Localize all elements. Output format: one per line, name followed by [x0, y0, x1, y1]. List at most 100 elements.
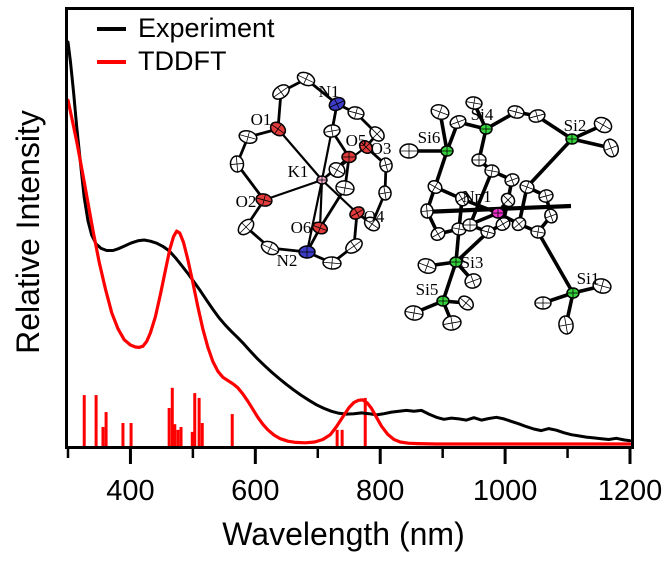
bond [525, 137, 574, 189]
carbon-atom [427, 179, 443, 195]
plot-frame [65, 7, 634, 449]
carbon-atom [404, 305, 424, 321]
legend: Experiment TDDFT [97, 12, 275, 78]
experiment-line-swatch [97, 26, 126, 31]
metal-bond [277, 128, 323, 181]
carbon-atom [379, 157, 393, 173]
atom-Si2 [565, 133, 579, 145]
atom-label: K1 [288, 162, 309, 181]
atom-label: N2 [277, 251, 298, 270]
metal-bond [305, 179, 324, 253]
metal-bond [318, 179, 324, 229]
atom-label: O2 [236, 192, 257, 211]
atom-K1 [316, 175, 328, 185]
legend-label-tddft: TDDFT [138, 46, 227, 76]
x-tick-label: 800 [356, 475, 404, 507]
carbon-atom [347, 106, 365, 120]
atom-Si3 [449, 256, 463, 268]
carbon-atom [378, 185, 392, 201]
carbon-atom [323, 124, 341, 138]
carbon-atom [345, 238, 363, 254]
atom-O2 [255, 193, 273, 207]
experiment-curve [66, 40, 632, 443]
tddft-line-swatch [97, 59, 126, 64]
carbon-atom [238, 130, 258, 144]
carbon-atom [420, 203, 434, 219]
bond [454, 230, 490, 264]
carbon-atom [442, 315, 462, 331]
metal-bond [321, 146, 367, 181]
carbon-atom [260, 240, 280, 256]
atom-label: N1 [319, 82, 340, 101]
atom-Si6 [440, 145, 454, 157]
carbon-atom [229, 155, 245, 173]
inset-left-ortep: N1 O1 O5 O3 K1 O2 O4 O6 N2 [229, 71, 393, 270]
atom-Si5 [436, 295, 450, 307]
carbon-atom [363, 216, 381, 232]
atom-N1 [328, 96, 346, 112]
metal-bond [321, 179, 358, 214]
atom-Np1 [491, 207, 505, 219]
bond [468, 170, 494, 226]
carbon-atom [449, 114, 467, 130]
carbon-atom [454, 191, 470, 207]
tddft-curve [66, 98, 632, 446]
carbon-atom [272, 84, 290, 100]
carbon-atom [495, 216, 511, 232]
carbon-atom [399, 143, 419, 159]
carbon-atom [500, 192, 516, 208]
atom-label: O5 [346, 131, 367, 150]
atom-label: Si2 [564, 116, 587, 135]
carbon-atom [430, 226, 446, 242]
carbon-atom [328, 161, 346, 179]
atom-O1 [269, 121, 287, 137]
carbon-atom [538, 189, 554, 203]
carbon-atom [511, 216, 527, 232]
inset-right-ortep: Si6 Si4 Si2 Np1 Si3 Si5 Si1 [399, 96, 620, 335]
carbon-atom [462, 218, 478, 232]
legend-entry-tddft: TDDFT [97, 45, 275, 78]
carbon-atom [417, 257, 437, 275]
carbon-atom [465, 96, 483, 110]
atom-O3 [358, 139, 374, 155]
bond [536, 231, 575, 294]
carbon-atom [335, 180, 355, 196]
legend-entry-experiment: Experiment [97, 12, 275, 45]
carbon-atom [593, 116, 613, 134]
carbon-atom [464, 273, 482, 289]
carbon-atom [430, 103, 450, 121]
atom-label: Np1 [462, 187, 491, 206]
atom-O6 [311, 221, 329, 235]
carbon-atom [602, 138, 620, 158]
x-tick-label: 600 [231, 475, 279, 507]
carbon-atom [480, 225, 496, 239]
carbon-atom [507, 105, 525, 119]
atom-Si1 [566, 287, 580, 299]
atom-label: O6 [291, 218, 312, 237]
atom-label: Si6 [418, 128, 441, 147]
x-tick-label: 1200 [598, 475, 663, 507]
x-tick-label: 1000 [473, 475, 538, 507]
carbon-atom [544, 208, 558, 224]
carbon-atom [296, 71, 316, 87]
metal-bond [320, 103, 339, 181]
x-tick-label: 400 [106, 475, 154, 507]
carbon-atom [528, 109, 546, 123]
metal-bond [263, 178, 323, 202]
atom-N2 [298, 245, 316, 259]
atom-label: O3 [371, 139, 392, 158]
carbon-atom [237, 218, 255, 236]
atom-O4 [349, 206, 365, 220]
atom-O5 [341, 150, 357, 164]
carbon-atom [519, 180, 535, 194]
carbon-atom [484, 164, 500, 178]
x-axis-label: Wavelength (nm) [222, 516, 465, 552]
atom-label: Si3 [461, 253, 484, 272]
carbon-atom [322, 256, 342, 270]
atom-label: Si4 [471, 105, 494, 124]
atom-label: O4 [364, 207, 385, 226]
atom-label: Si5 [416, 280, 439, 299]
carbon-atom [530, 225, 546, 239]
carbon-atom [592, 278, 612, 294]
